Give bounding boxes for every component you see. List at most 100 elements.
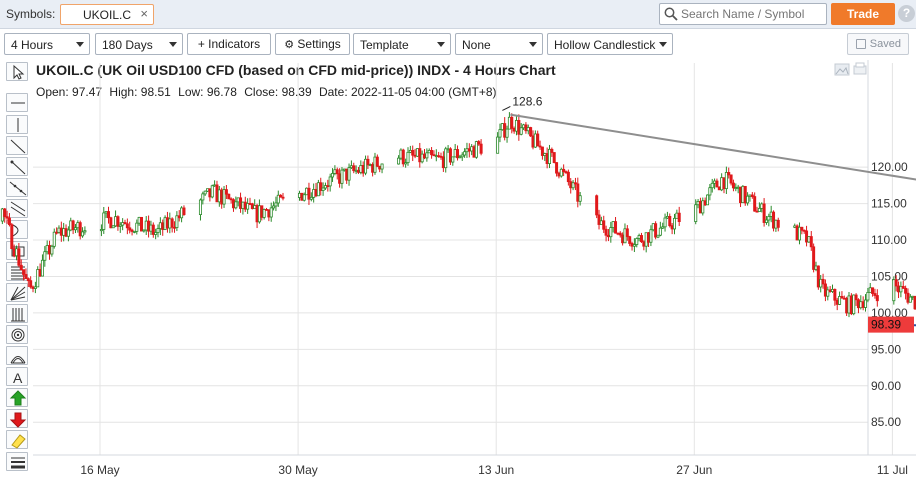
candle [104, 211, 108, 218]
candle [234, 196, 238, 210]
tool-down-arrow[interactable] [6, 409, 28, 428]
candle-body [331, 173, 335, 178]
trade-button[interactable]: Trade [831, 3, 895, 25]
tool-gann-lines[interactable] [6, 304, 28, 323]
candle-body [628, 236, 632, 244]
period-dropdown[interactable]: 4 Hours [4, 33, 90, 55]
candle [142, 229, 146, 233]
candle-body [255, 205, 259, 223]
candle [326, 179, 330, 192]
descending-trendline[interactable] [510, 113, 916, 335]
candle-body [467, 148, 471, 152]
settings-button[interactable]: ⚙ Settings [275, 33, 350, 55]
tool-horizontal-line[interactable] [6, 93, 28, 112]
candle-body [81, 231, 85, 237]
candle [151, 222, 155, 238]
candle-body [823, 283, 827, 297]
tool-vertical-line[interactable] [6, 115, 28, 134]
candle [239, 192, 243, 213]
candle-body [647, 232, 651, 243]
candle-body [802, 229, 806, 232]
tool-eraser[interactable] [6, 430, 28, 449]
candle-body [404, 162, 408, 165]
image-export-icon[interactable] [834, 62, 868, 78]
overlay-dropdown[interactable]: None [455, 33, 543, 55]
candle-body [5, 216, 9, 219]
candle-body [19, 264, 23, 271]
tool-trend-line[interactable] [6, 136, 28, 155]
candle-body [753, 196, 757, 212]
saved-button[interactable]: Saved [847, 33, 909, 55]
tool-spiral[interactable] [6, 325, 28, 344]
candle [352, 162, 356, 174]
candle [458, 154, 462, 159]
tool-parallel-channel[interactable] [6, 199, 28, 218]
candle-body [276, 194, 280, 204]
candle-body [248, 203, 252, 205]
y-tick-label: 90.00 [871, 379, 901, 393]
remove-symbol-icon[interactable]: × [140, 6, 148, 21]
candle-body [809, 236, 813, 248]
candle-body [326, 185, 330, 187]
tool-speed-lines[interactable] [6, 346, 28, 365]
template-dropdown[interactable]: Template [353, 33, 451, 55]
candle [675, 209, 679, 219]
candle-body [342, 168, 346, 171]
symbol-chip[interactable]: UKOIL.C × [60, 4, 154, 25]
date-value: 2022-11-05 04:00 [351, 85, 445, 99]
x-tick-label: 16 May [80, 463, 119, 477]
candle [180, 206, 184, 223]
candle [106, 206, 110, 224]
candle [338, 168, 342, 188]
candle-body [165, 217, 169, 229]
x-tick-label: 27 Jun [676, 463, 712, 477]
candle [729, 174, 733, 186]
candle [437, 151, 441, 158]
candle [347, 163, 351, 186]
candle-body [43, 251, 47, 261]
candle [262, 208, 266, 220]
candle-body [305, 187, 309, 196]
candle [323, 182, 327, 190]
candle-body [599, 220, 603, 225]
speed-lines-icon [10, 356, 26, 364]
symbol-search-input[interactable] [681, 6, 823, 22]
candle-body [724, 172, 728, 190]
ohlc-readout: Open: 97.47 High: 98.51 Low: 96.78 Close… [36, 85, 497, 99]
candle [380, 163, 384, 174]
candle [698, 197, 702, 214]
candle [838, 291, 842, 306]
candle-body [323, 185, 327, 189]
candle-body [668, 216, 672, 227]
tool-fibonacci-fan[interactable] [6, 283, 28, 302]
tool-cursor[interactable] [6, 62, 28, 81]
tool-extended-line[interactable] [6, 178, 28, 197]
indicators-button[interactable]: + Indicators [187, 33, 271, 55]
candle [743, 185, 747, 206]
candle [654, 221, 658, 240]
candle [861, 296, 865, 311]
candles [0, 112, 916, 318]
candle [713, 178, 717, 190]
candle [760, 202, 764, 213]
close-value: 98.39 [281, 85, 312, 99]
tool-ray-line[interactable] [6, 157, 28, 176]
candle [514, 116, 518, 136]
candle-body [750, 194, 754, 197]
candle-body [78, 222, 82, 237]
range-dropdown[interactable]: 180 Days [95, 33, 183, 55]
candle-body [576, 183, 580, 202]
tool-text[interactable]: A [6, 367, 28, 386]
help-icon[interactable]: ? [898, 5, 915, 22]
gear-icon: ⚙ [284, 39, 295, 51]
candle-body [840, 296, 844, 299]
chart-style-dropdown[interactable]: Hollow Candlestick [547, 33, 673, 55]
candle-body [241, 201, 245, 209]
candle [375, 154, 379, 168]
candle-body [7, 217, 11, 226]
candle [842, 295, 846, 300]
tool-line-weight[interactable] [6, 452, 28, 471]
symbol-search-box[interactable] [659, 3, 827, 25]
tool-up-arrow[interactable] [6, 388, 28, 407]
